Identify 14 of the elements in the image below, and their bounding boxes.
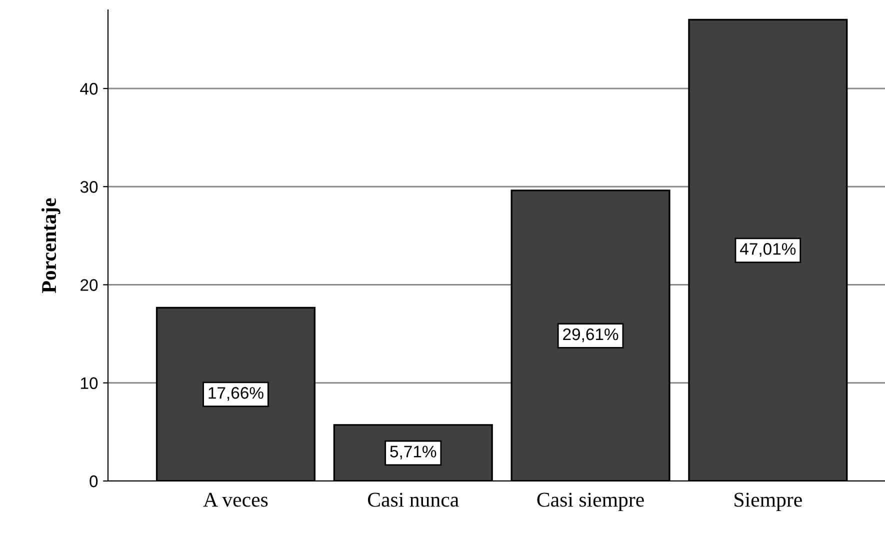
x-tick-label: Casi siempre (537, 492, 644, 512)
x-tick-label: A veces (203, 492, 268, 507)
y-tick-label: 10 (81, 377, 98, 390)
data-label: 17,66% (208, 387, 264, 401)
data-label: 5,71% (390, 446, 436, 460)
data-label: 47,01% (740, 243, 796, 257)
x-tick-label: Casi nunca (368, 492, 459, 507)
y-axis-title: Porcentaje (41, 198, 60, 293)
y-tick-label: 20 (80, 279, 98, 291)
y-tick-label: 40 (80, 82, 98, 95)
data-label: 29,61% (563, 328, 618, 342)
y-tick-label: 30 (80, 181, 98, 193)
x-tick-label: Siempre (734, 492, 802, 512)
y-tick-label: 0 (90, 475, 98, 488)
